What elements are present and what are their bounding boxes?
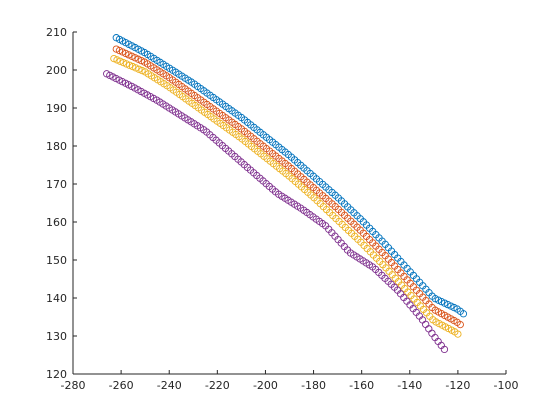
y-tick-label: 130 — [46, 330, 67, 343]
x-tick-label: -260 — [109, 379, 134, 392]
series-1-point — [459, 310, 468, 318]
series-4-point — [440, 345, 449, 354]
series-4-point — [421, 320, 430, 329]
x-tick-label: -240 — [157, 379, 182, 392]
x-tick-label: -220 — [205, 379, 230, 392]
y-tick-label: 200 — [46, 64, 67, 77]
y-tick-label: 120 — [46, 368, 67, 381]
series-4-point — [428, 329, 436, 337]
series-4-point — [425, 325, 433, 333]
x-tick-label: -120 — [445, 379, 470, 392]
x-tick-label: -160 — [349, 379, 374, 392]
x-tick-label: -200 — [253, 379, 278, 392]
y-tick-label: 140 — [46, 292, 67, 305]
y-tick-label: 190 — [46, 102, 67, 115]
x-tick-label: -180 — [301, 379, 326, 392]
y-tick-label: 170 — [46, 178, 67, 191]
y-tick-label: 150 — [46, 254, 67, 267]
series-3-point — [454, 330, 462, 338]
y-tick-label: 160 — [46, 216, 67, 229]
series-2-point — [456, 320, 464, 329]
x-tick-label: -100 — [494, 379, 519, 392]
y-tick-label: 210 — [46, 26, 67, 39]
y-tick-label: 180 — [46, 140, 67, 153]
x-tick-label: -140 — [397, 379, 422, 392]
x-tick-label: -280 — [61, 379, 86, 392]
